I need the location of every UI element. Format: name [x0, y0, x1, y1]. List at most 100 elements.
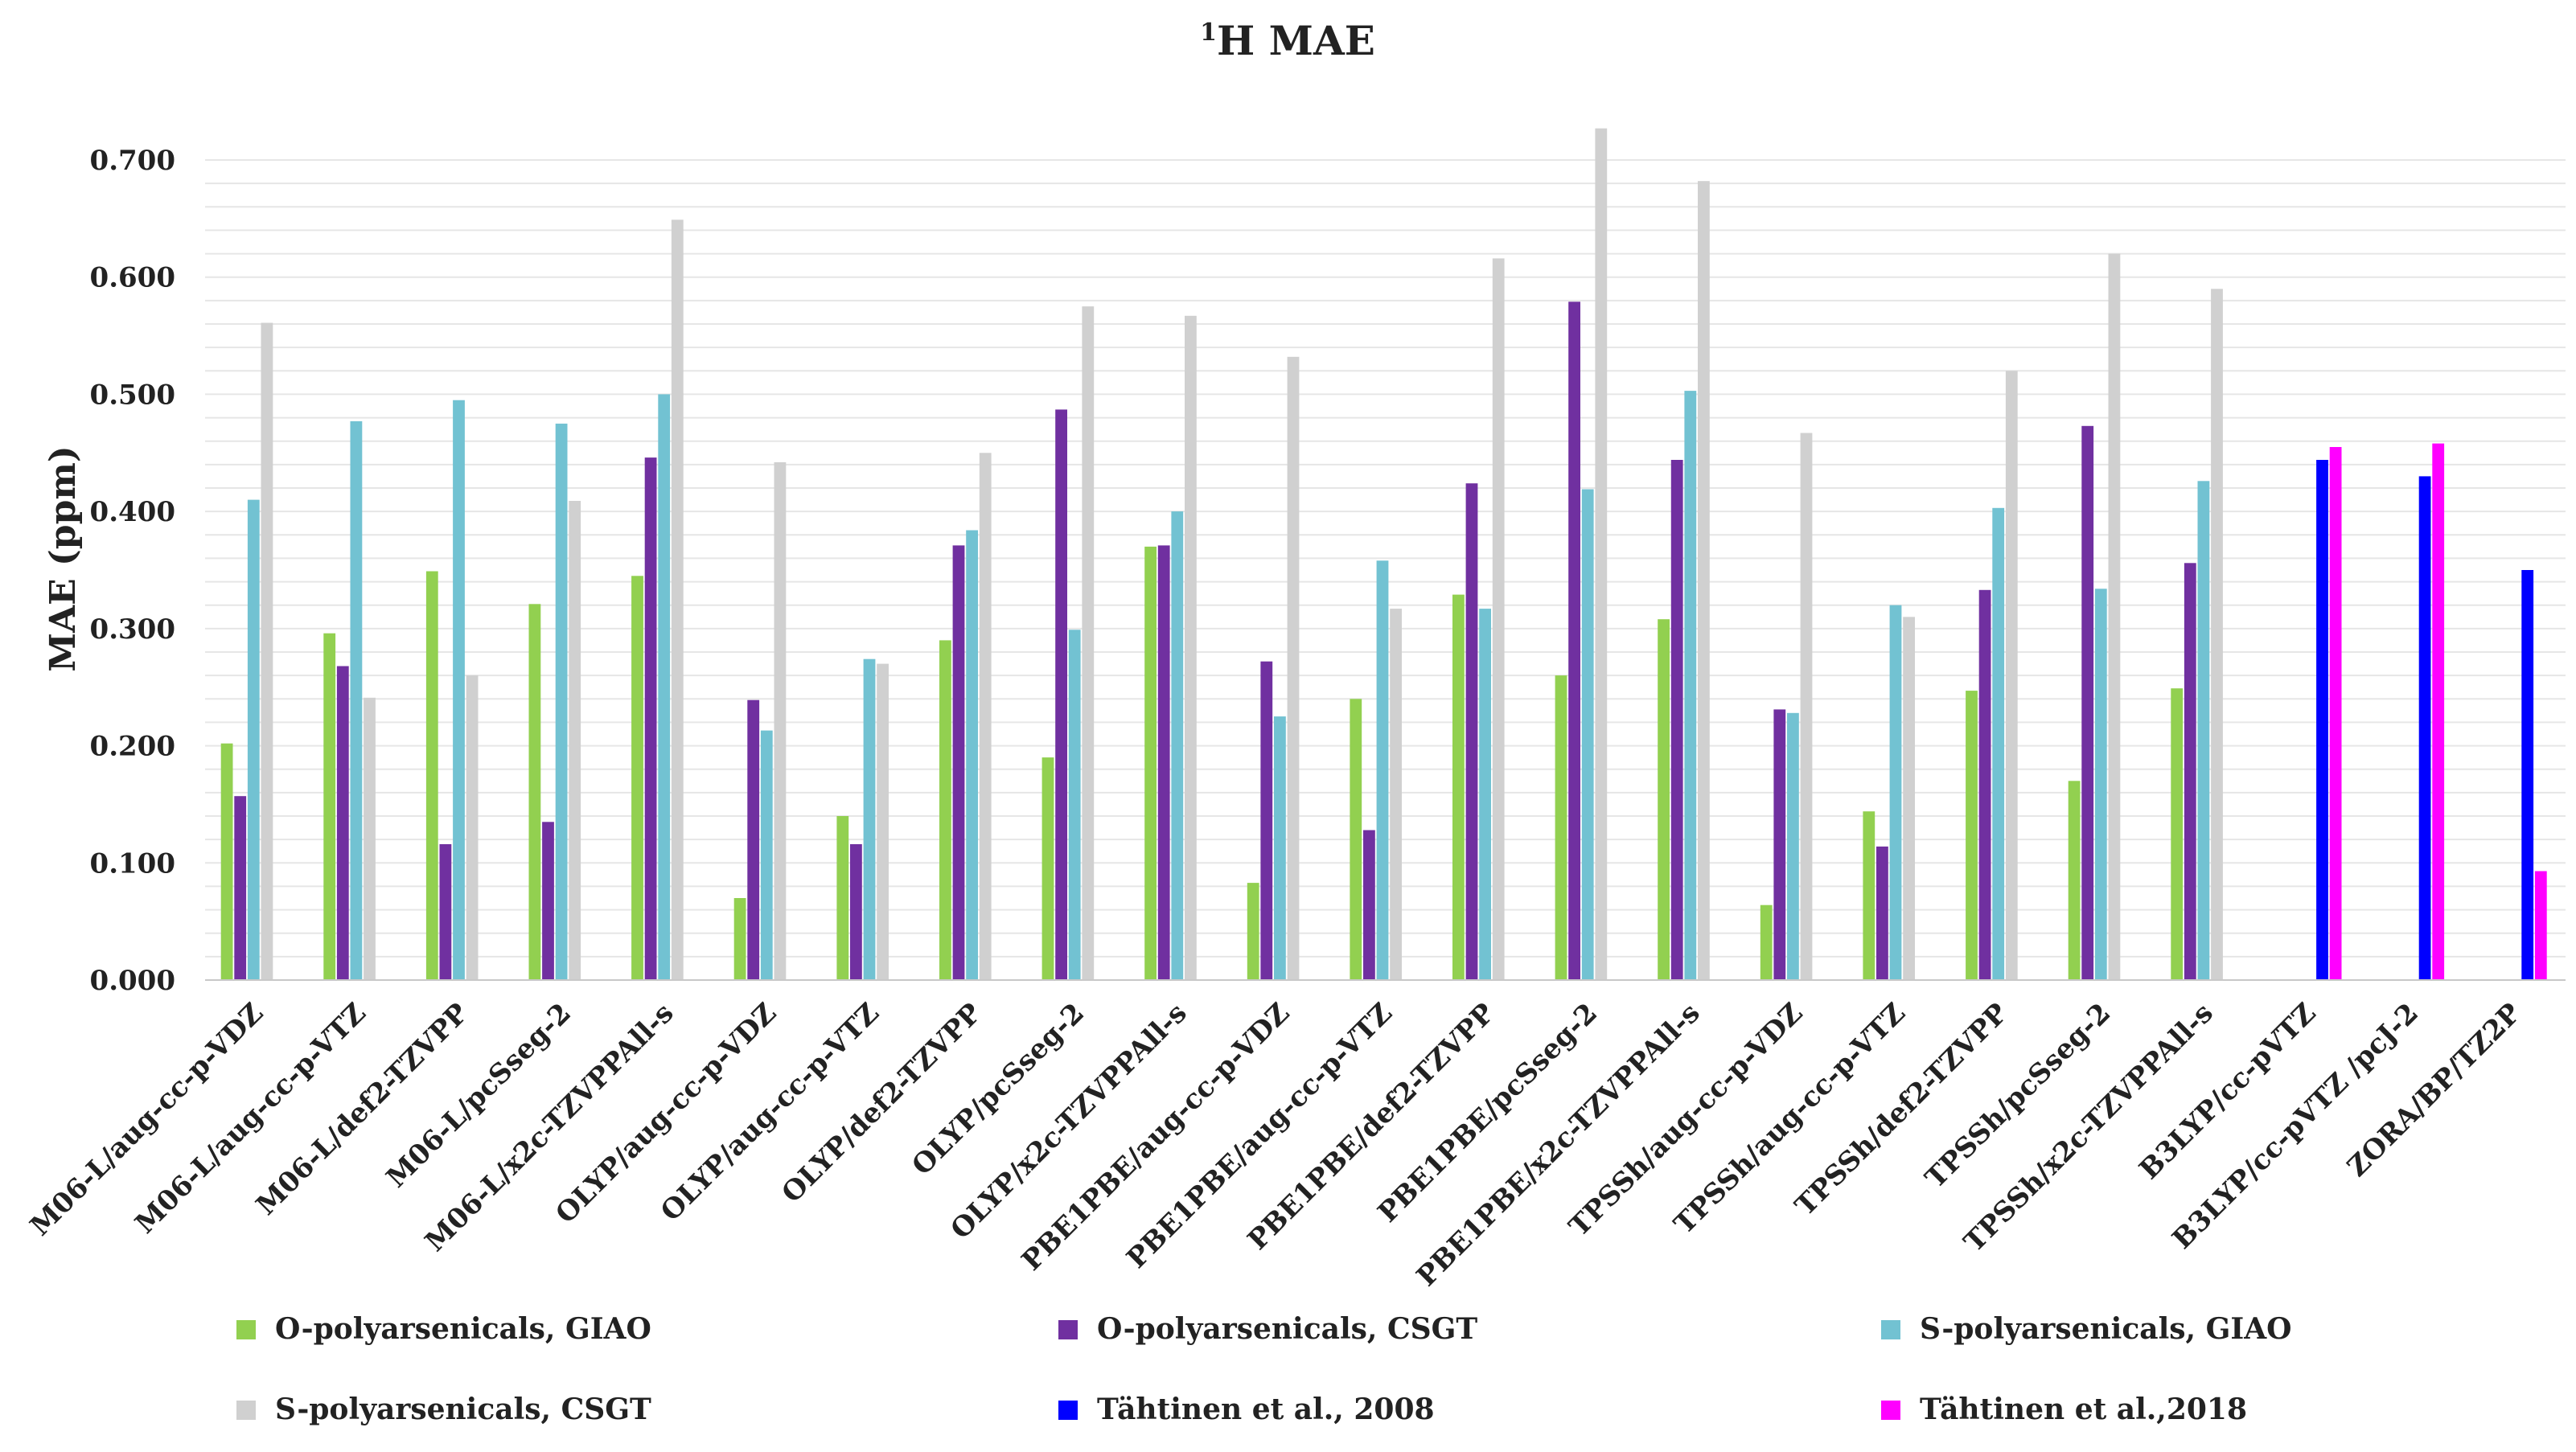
- legend-swatch: [1881, 1401, 1900, 1420]
- bar: [2108, 253, 2121, 981]
- bar: [1068, 630, 1081, 980]
- bar: [877, 663, 889, 980]
- bar: [774, 461, 787, 980]
- bar: [2432, 443, 2445, 980]
- bar: [2197, 481, 2210, 980]
- bars: [220, 128, 2547, 981]
- bar: [1595, 128, 1608, 981]
- bar: [569, 501, 581, 980]
- bar: [1568, 301, 1580, 980]
- bar: [2534, 871, 2547, 980]
- bar: [2316, 460, 2328, 980]
- bar: [323, 633, 336, 980]
- bar: [1889, 605, 1902, 980]
- legend-swatch: [1881, 1320, 1900, 1339]
- legend-label: O-polyarsenicals, GIAO: [275, 1312, 651, 1346]
- bar: [542, 822, 554, 980]
- bar: [2068, 781, 2081, 980]
- bar: [1698, 181, 1710, 980]
- bar: [2184, 563, 2196, 980]
- bar: [631, 576, 643, 980]
- bar: [1376, 560, 1389, 980]
- y-tick-labels: 0.000 0.100 0.200 0.300 0.400 0.500 0.600 0.700: [90, 145, 175, 997]
- legend-swatch: [236, 1320, 256, 1339]
- bar: [439, 844, 452, 980]
- bar: [644, 457, 657, 980]
- bar: [1185, 315, 1197, 980]
- y-tick-label: 0.300: [90, 613, 175, 646]
- bar: [2418, 476, 2431, 980]
- bar: [1082, 306, 1095, 981]
- legend-swatch: [1058, 1401, 1078, 1420]
- bar: [1555, 675, 1567, 980]
- bar: [671, 219, 684, 980]
- bar: [1452, 594, 1465, 980]
- bar: [1863, 811, 1876, 980]
- bar: [350, 420, 363, 980]
- bar: [220, 743, 233, 980]
- bar: [939, 640, 951, 980]
- bar: [863, 658, 876, 980]
- bar: [261, 322, 273, 980]
- y-tick-label: 0.200: [90, 731, 175, 763]
- chart-title: 1H MAE: [1200, 17, 1375, 64]
- bar: [555, 423, 568, 980]
- bar: [1247, 883, 1259, 980]
- bar: [425, 571, 438, 980]
- bar: [1479, 609, 1491, 980]
- legend-label: Tähtinen et al., 2008: [1097, 1393, 1435, 1426]
- legend: O-polyarsenicals, GIAO O-polyarsenicals, …: [236, 1312, 2291, 1426]
- bar: [1055, 409, 1067, 980]
- bar: [247, 499, 260, 980]
- bar: [1670, 460, 1683, 980]
- bar: [1992, 507, 2005, 980]
- legend-swatch: [236, 1401, 256, 1420]
- bar: [1157, 545, 1170, 980]
- bar: [2171, 688, 2184, 980]
- bar: [952, 545, 965, 980]
- y-tick-label: 0.600: [90, 262, 175, 294]
- legend-label: S-polyarsenicals, GIAO: [1920, 1312, 2291, 1346]
- bar: [528, 604, 541, 980]
- bar: [1390, 609, 1402, 980]
- y-tick-label: 0.400: [90, 496, 175, 528]
- bar: [2329, 447, 2342, 980]
- y-tick-label: 0.000: [90, 965, 175, 997]
- bar: [2211, 289, 2223, 980]
- chart-title-main: H MAE: [1217, 17, 1375, 64]
- chart-title-superscript: 1: [1200, 18, 1217, 47]
- bar: [966, 530, 978, 980]
- bar: [1350, 699, 1362, 980]
- bar: [1144, 546, 1157, 980]
- bar: [1171, 511, 1184, 980]
- bar: [1274, 716, 1286, 980]
- bar: [2081, 425, 2094, 980]
- bar: [760, 730, 773, 980]
- y-axis-label: MAE (ppm): [43, 445, 84, 671]
- bar: [453, 400, 465, 980]
- bar: [234, 796, 247, 980]
- legend-label: O-polyarsenicals, CSGT: [1097, 1312, 1477, 1346]
- bar: [1287, 356, 1300, 980]
- bar: [836, 816, 849, 980]
- bar: [1800, 433, 1813, 980]
- y-tick-label: 0.100: [90, 847, 175, 880]
- y-tick-label: 0.500: [90, 379, 175, 411]
- legend-label: S-polyarsenicals, CSGT: [275, 1393, 651, 1426]
- bar: [1465, 483, 1478, 980]
- bar: [850, 844, 862, 980]
- bar: [1773, 709, 1786, 980]
- bar: [364, 697, 376, 980]
- bar: [1978, 589, 1991, 980]
- bar: [1787, 712, 1799, 980]
- bar: [747, 699, 760, 980]
- bar: [336, 666, 349, 980]
- bar: [1041, 757, 1054, 980]
- bar: [733, 898, 746, 980]
- bar: [1903, 617, 1915, 980]
- bar: [1492, 258, 1505, 980]
- bar: [1363, 830, 1375, 980]
- bar: [1260, 661, 1273, 980]
